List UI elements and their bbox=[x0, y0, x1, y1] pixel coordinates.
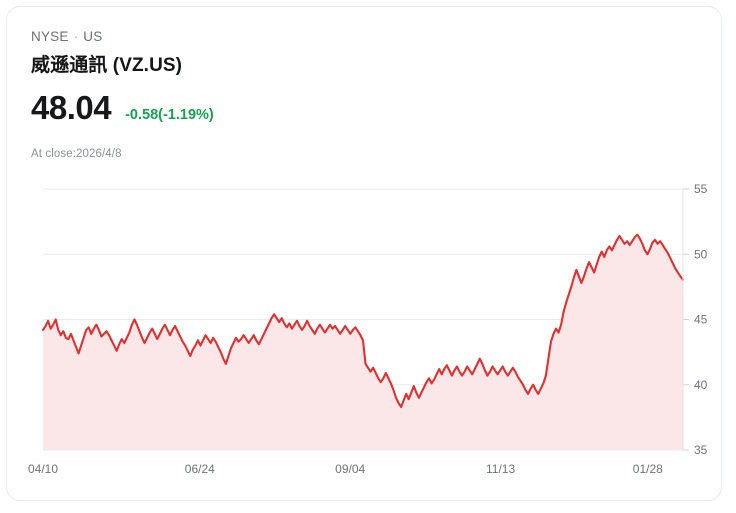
x-axis-tick-label: 11/13 bbox=[486, 462, 515, 476]
y-axis-tick-label: 45 bbox=[694, 313, 708, 327]
stock-quote-card: NYSE · US 威遜通訊 (VZ.US) 48.04 -0.58(-1.19%)… bbox=[6, 6, 722, 501]
market-status-note: At close:2026/4/8 bbox=[31, 148, 122, 160]
exchange-region-label: NYSE · US bbox=[31, 29, 102, 44]
x-axis-tick-label: 04/10 bbox=[28, 462, 58, 476]
x-axis-tick-label: 06/24 bbox=[185, 462, 215, 476]
price-line bbox=[41, 233, 685, 408]
x-axis-tick-label: 01/28 bbox=[633, 462, 663, 476]
last-price: 48.04 bbox=[31, 89, 112, 126]
x-axis-tick-label: 09/04 bbox=[335, 462, 365, 476]
y-axis-tick-label: 50 bbox=[694, 247, 708, 261]
exchange-name: NYSE bbox=[31, 29, 69, 44]
region-name: US bbox=[83, 29, 103, 44]
price-row: 48.04 -0.58(-1.19%) bbox=[31, 91, 214, 124]
y-axis-tick-label: 55 bbox=[694, 182, 708, 196]
price-change: -0.58(-1.19%) bbox=[125, 107, 214, 123]
chart-canvas: 55 50 45 40 35 04/10 06/24 09/04 11/13 01/28 bbox=[28, 182, 708, 476]
y-axis-tick-label: 35 bbox=[694, 443, 708, 457]
exchange-separator: · bbox=[73, 29, 79, 44]
price-area-chart[interactable]: 55 50 45 40 35 04/10 06/24 09/04 11/13 01/28 bbox=[7, 167, 721, 487]
y-axis-tick-label: 40 bbox=[694, 378, 708, 392]
page-title: 威遜通訊 (VZ.US) bbox=[31, 55, 183, 76]
